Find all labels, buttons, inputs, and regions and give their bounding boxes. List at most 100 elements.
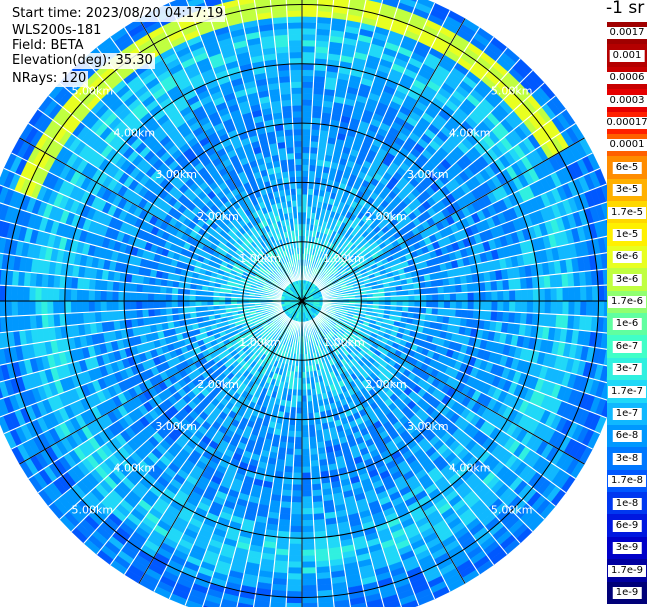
ppi-cell — [426, 293, 433, 302]
ppi-cell — [455, 284, 463, 294]
ppi-cell — [301, 116, 312, 124]
ppi-cell — [88, 311, 96, 324]
ppi-cell — [308, 436, 318, 444]
ppi-cell — [485, 300, 493, 312]
ppi-cell — [309, 146, 319, 154]
ppi-cell — [461, 292, 469, 302]
ppi-cell — [455, 292, 463, 302]
ppi-cell — [308, 158, 318, 166]
ppi-cell — [278, 513, 292, 521]
ppi-cell — [301, 472, 312, 480]
ppi-cell — [544, 300, 552, 315]
ppi-cell — [308, 424, 316, 432]
ppi-cell — [292, 478, 303, 486]
ppi-cell — [313, 75, 326, 84]
ppi-cell — [285, 454, 295, 462]
ppi-cell — [285, 602, 303, 607]
ppi-cell — [538, 288, 546, 302]
ppi-cell — [301, 45, 316, 53]
ppi-cell — [288, 555, 303, 563]
ppi-cell — [153, 308, 161, 317]
ppi-cell — [420, 294, 427, 302]
ppi-cell — [301, 543, 316, 551]
ppi-cell — [301, 508, 314, 515]
ppi-cell — [100, 300, 107, 312]
ppi-cell — [455, 300, 463, 310]
ppi-cell — [76, 288, 84, 302]
ppi-cell — [58, 288, 66, 302]
ppi-cell — [591, 300, 599, 317]
ppi-cell — [287, 561, 303, 569]
ppi-cell — [503, 300, 510, 313]
ppi-cell — [443, 308, 451, 317]
ppi-cell — [301, 182, 309, 189]
ppi-cell — [310, 465, 321, 473]
ppi-cell — [443, 292, 451, 302]
ppi-cell — [289, 537, 303, 545]
ppi-cell — [34, 300, 42, 316]
ppi-cell — [195, 300, 202, 307]
ppi-cell — [289, 525, 303, 533]
ppi-cell — [171, 293, 178, 302]
ppi-cell — [82, 311, 90, 325]
ppi-cell — [301, 4, 318, 12]
ppi-cell — [183, 300, 190, 308]
ppi-cell — [301, 579, 318, 586]
ppi-cell — [289, 531, 303, 539]
ppi-cell — [177, 294, 184, 302]
ppi-cell — [574, 286, 581, 302]
ppi-cell — [574, 300, 581, 316]
ppi-cell — [141, 292, 149, 302]
ppi-cell — [562, 286, 570, 302]
ppi-cell — [11, 300, 19, 317]
ppi-cell — [290, 508, 303, 515]
ppi-cell — [17, 285, 24, 302]
ppi-cell — [503, 289, 510, 302]
ppi-cell — [301, 110, 313, 118]
ppi-cell — [291, 496, 303, 503]
ppi-cell — [70, 300, 78, 314]
ppi-cell — [294, 431, 303, 438]
ppi-cell — [296, 401, 303, 408]
ppi-cell — [532, 288, 540, 302]
ppi-cell — [449, 284, 457, 294]
ppi-cell — [135, 292, 143, 302]
ppi-cell — [312, 81, 326, 89]
ppi-cell — [509, 289, 516, 302]
ppi-cell — [159, 293, 167, 302]
ppi-cell — [290, 502, 303, 509]
ppi-cell — [301, 496, 313, 503]
ppi-cell — [311, 111, 323, 119]
ppi-cell — [189, 294, 196, 302]
ppi-cell — [460, 309, 469, 319]
ppi-cell — [301, 69, 315, 77]
ppi-cell — [301, 448, 311, 456]
ppi-cell — [349, 0, 367, 6]
ppi-cell — [496, 310, 504, 323]
ppi-cell — [5, 300, 13, 317]
ppi-cell — [28, 300, 36, 316]
ppi-cell — [106, 300, 113, 312]
ppi-cell — [301, 146, 311, 154]
ppi-cell — [278, 518, 291, 527]
ppi-cell — [23, 300, 30, 316]
ppi-cell — [301, 531, 315, 539]
ppi-cell — [312, 93, 324, 101]
ppi-cell — [301, 33, 317, 41]
ppi-cell — [532, 300, 540, 314]
ppi-cell — [310, 134, 320, 143]
ppi-cell — [449, 292, 457, 302]
ppi-cell — [301, 519, 315, 527]
ppi-cell — [497, 300, 504, 312]
ppi-cell — [301, 134, 311, 142]
ppi-cell — [195, 295, 202, 302]
ppi-cell — [88, 289, 95, 302]
ppi-cell — [301, 555, 316, 563]
ppi-cell — [17, 300, 24, 317]
ppi-cell — [437, 307, 445, 317]
ppi-cell — [311, 495, 324, 503]
ppi-cell — [290, 513, 303, 521]
ppi-cell — [520, 300, 528, 314]
ppi-cell — [443, 300, 451, 310]
ppi-cell — [432, 300, 439, 309]
